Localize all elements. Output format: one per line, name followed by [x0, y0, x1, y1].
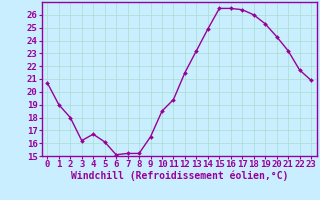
- X-axis label: Windchill (Refroidissement éolien,°C): Windchill (Refroidissement éolien,°C): [70, 171, 288, 181]
